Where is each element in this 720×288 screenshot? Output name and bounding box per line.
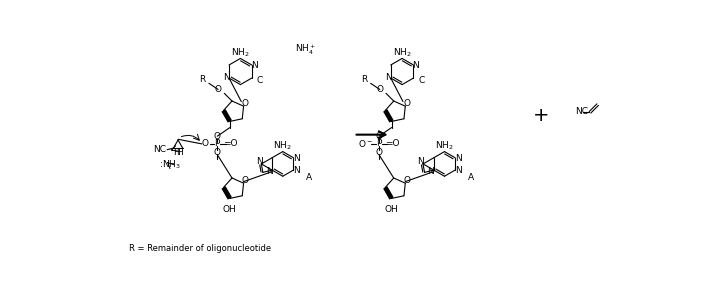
Text: N: N	[385, 73, 392, 82]
Text: O$^-$: O$^-$	[358, 139, 373, 149]
Text: OH: OH	[384, 205, 398, 214]
Text: N: N	[428, 167, 434, 176]
Text: NC: NC	[153, 145, 166, 154]
Text: :NH$_3$: :NH$_3$	[158, 159, 181, 171]
Text: N: N	[293, 154, 300, 163]
Text: O: O	[377, 85, 383, 94]
Text: N: N	[266, 167, 272, 176]
Text: NH$_4^+$: NH$_4^+$	[295, 43, 316, 57]
Text: O: O	[376, 148, 382, 157]
Text: N: N	[223, 73, 230, 82]
Text: N: N	[418, 157, 424, 166]
Text: NC: NC	[575, 107, 588, 116]
Text: NH$_2$: NH$_2$	[435, 140, 454, 152]
Text: N: N	[455, 166, 462, 175]
Text: O: O	[215, 85, 222, 94]
Text: O: O	[214, 132, 221, 141]
Text: NH$_2$: NH$_2$	[231, 47, 250, 59]
Text: N: N	[413, 61, 419, 70]
Text: OH: OH	[223, 205, 237, 214]
Text: O: O	[403, 98, 410, 108]
Text: N: N	[251, 61, 258, 70]
Text: H: H	[176, 148, 183, 157]
Text: P: P	[215, 139, 220, 148]
Text: O: O	[403, 176, 410, 185]
Text: O: O	[242, 98, 248, 108]
Text: =O: =O	[385, 139, 400, 148]
Text: C: C	[256, 76, 263, 85]
Text: O: O	[242, 176, 248, 185]
Text: A: A	[306, 173, 312, 182]
Text: NH$_2$: NH$_2$	[274, 140, 292, 152]
Text: O: O	[214, 148, 221, 157]
Text: N: N	[293, 166, 300, 175]
Text: R: R	[361, 75, 368, 84]
Text: R = Remainder of oligonucleotide: R = Remainder of oligonucleotide	[129, 244, 271, 253]
Text: P: P	[377, 139, 382, 148]
Text: NH$_2$: NH$_2$	[393, 47, 411, 59]
Text: +: +	[533, 106, 549, 125]
Text: N: N	[455, 154, 462, 163]
Text: A: A	[467, 173, 474, 182]
Text: O: O	[376, 132, 382, 141]
Text: H: H	[173, 148, 180, 157]
Text: C: C	[418, 76, 424, 85]
Text: O: O	[202, 139, 209, 148]
Text: =O: =O	[223, 139, 238, 148]
Text: N: N	[256, 157, 262, 166]
Text: R: R	[199, 75, 206, 84]
